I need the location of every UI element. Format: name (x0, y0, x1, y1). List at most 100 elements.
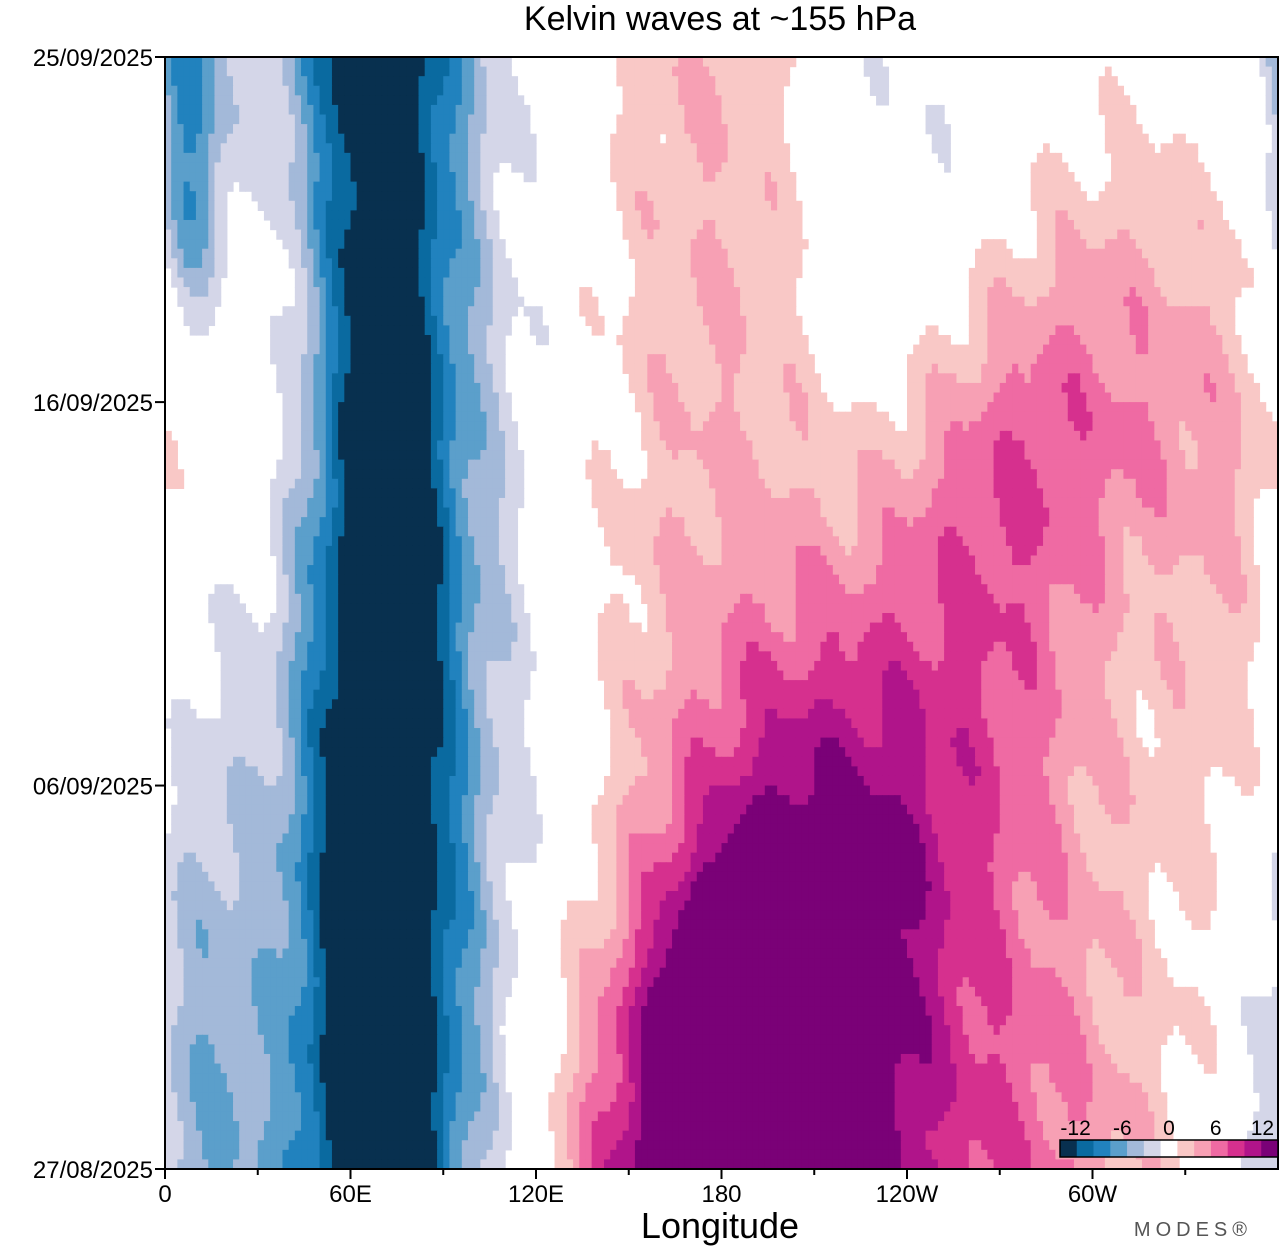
contour-cell (857, 402, 865, 413)
contour-cell (721, 402, 729, 413)
contour-cell (307, 248, 314, 259)
contour-cell (913, 440, 920, 451)
contour-cell (239, 152, 246, 164)
contour-cell (226, 181, 234, 192)
contour-cell (832, 450, 840, 461)
contour-cell (1055, 258, 1063, 269)
contour-cell (474, 469, 481, 480)
contour-cell (338, 315, 345, 327)
contour-cell (672, 392, 679, 403)
contour-cell (461, 411, 469, 422)
contour-cell (709, 200, 716, 211)
contour-cell (498, 315, 506, 327)
contour-cell (1080, 459, 1087, 470)
contour-cell (165, 229, 172, 240)
contour-cell (678, 325, 685, 336)
contour-cell (1154, 229, 1162, 240)
contour-cell (1092, 411, 1100, 422)
contour-cell (968, 392, 976, 403)
contour-cell (863, 440, 871, 451)
contour-cell (430, 239, 438, 250)
contour-cell (770, 440, 778, 451)
contour-cell (1073, 440, 1081, 451)
contour-cell (1179, 191, 1186, 202)
contour-cell (498, 430, 506, 442)
contour-cell (443, 76, 451, 87)
contour-cell (1104, 248, 1112, 259)
contour-cell (1086, 344, 1094, 355)
contour-cell (369, 172, 376, 183)
contour-cell (307, 152, 314, 164)
contour-cell (690, 172, 698, 183)
contour-cell (1154, 287, 1162, 298)
contour-cell (331, 85, 339, 96)
contour-cell (721, 344, 729, 355)
contour-cell (721, 287, 729, 298)
contour-cell (523, 133, 531, 144)
contour-cell (1185, 296, 1193, 307)
contour-cell (647, 430, 655, 442)
contour-cell (344, 104, 352, 116)
contour-cell (770, 402, 778, 413)
contour-cell (1030, 258, 1038, 269)
contour-cell (1160, 402, 1168, 413)
contour-cell (202, 124, 209, 135)
contour-cell (399, 210, 407, 221)
contour-cell (696, 162, 704, 173)
contour-cell (1141, 392, 1149, 403)
contour-cell (165, 469, 172, 480)
contour-cell (1111, 181, 1118, 192)
contour-cell (461, 325, 469, 336)
contour-cell (455, 181, 463, 192)
contour-cell (777, 114, 784, 125)
contour-cell (1197, 373, 1205, 384)
contour-cell (505, 133, 512, 144)
contour-cell (672, 143, 679, 154)
contour-cell (746, 382, 754, 394)
contour-cell (1055, 344, 1063, 355)
contour-cell (381, 248, 389, 259)
contour-cell (1036, 335, 1044, 346)
contour-cell (251, 172, 259, 183)
contour-cell (770, 258, 778, 269)
contour-cell (208, 296, 216, 307)
contour-cell (486, 296, 494, 307)
contour-cell (195, 219, 203, 231)
contour-cell (647, 296, 655, 307)
contour-cell (1234, 430, 1242, 442)
contour-cell (733, 373, 741, 384)
contour-cell (1024, 306, 1032, 317)
contour-cell (1092, 335, 1100, 346)
contour-cell (263, 104, 271, 116)
contour-cell (1067, 219, 1075, 231)
contour-cell (443, 162, 451, 173)
contour-cell (777, 76, 784, 87)
contour-cell (362, 181, 370, 192)
contour-cell (1073, 421, 1081, 432)
contour-cell (362, 248, 370, 259)
contour-cell (628, 152, 636, 164)
contour-cell (665, 152, 673, 164)
contour-cell (375, 296, 383, 307)
contour-cell (1154, 296, 1162, 307)
contour-cell (733, 296, 741, 307)
contour-cell (486, 210, 494, 221)
contour-cell (350, 296, 358, 307)
contour-cell (733, 114, 741, 125)
contour-cell (220, 95, 228, 106)
contour-cell (727, 296, 735, 307)
contour-cell (195, 306, 203, 317)
contour-cell (208, 152, 216, 164)
contour-cell (968, 267, 976, 279)
contour-cell (449, 57, 457, 68)
contour-cell (721, 124, 729, 135)
contour-cell (715, 373, 723, 384)
contour-cell (1166, 450, 1174, 461)
contour-cell (288, 152, 296, 164)
contour-cell (1024, 258, 1032, 269)
contour-cell (294, 200, 302, 211)
contour-cell (641, 344, 648, 355)
contour-cell (634, 306, 642, 317)
contour-cell (195, 210, 203, 221)
contour-cell (1024, 267, 1032, 279)
